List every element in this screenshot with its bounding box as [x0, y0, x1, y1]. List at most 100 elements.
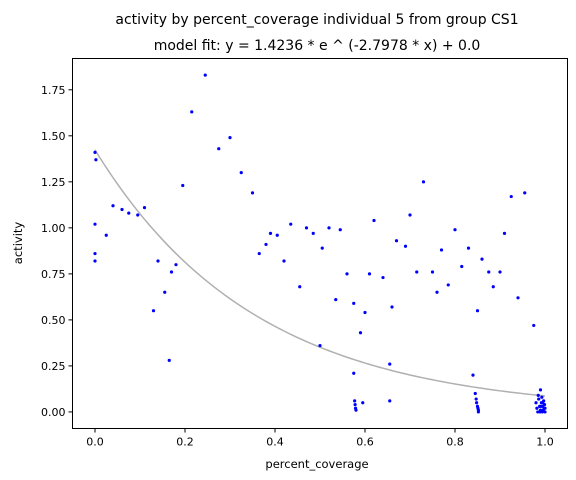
- data-point: [543, 410, 547, 414]
- data-point: [289, 222, 293, 226]
- data-point: [345, 272, 349, 276]
- x-tick-label: 0.6: [356, 436, 374, 449]
- data-point: [435, 290, 439, 294]
- data-point: [320, 246, 324, 250]
- data-point: [538, 410, 542, 414]
- data-point: [93, 252, 97, 256]
- data-point: [275, 233, 279, 237]
- data-point: [390, 305, 394, 309]
- data-point: [318, 344, 322, 348]
- data-point: [363, 310, 367, 315]
- data-point: [535, 406, 539, 410]
- y-axis-label: activity: [11, 222, 25, 265]
- data-point: [174, 263, 178, 267]
- data-point: [466, 246, 471, 250]
- data-point: [388, 362, 392, 366]
- data-point: [475, 309, 480, 313]
- data-point: [239, 171, 243, 175]
- data-point: [394, 239, 399, 243]
- data-point: [282, 259, 286, 263]
- data-point: [421, 180, 426, 184]
- data-point: [361, 401, 365, 405]
- data-point: [93, 259, 97, 263]
- data-point: [487, 270, 491, 274]
- data-point: [163, 290, 167, 294]
- data-point: [536, 410, 540, 414]
- data-point: [334, 298, 338, 302]
- y-tick-label: 0.00: [41, 406, 66, 419]
- data-point: [539, 404, 543, 409]
- data-point: [537, 397, 541, 401]
- x-tick-label: 0.0: [86, 436, 104, 449]
- data-point: [460, 264, 464, 269]
- data-point: [439, 248, 444, 252]
- data-point: [534, 401, 538, 405]
- data-point: [476, 410, 480, 414]
- data-point: [338, 228, 342, 232]
- plot-content: [93, 73, 547, 414]
- y-tick-label: 0.75: [41, 268, 66, 281]
- x-axis: 0.0 0.2 0.4 0.6 0.8 1.0: [86, 428, 554, 449]
- y-axis: 0.00 0.25 0.50 0.75 1.00 1.25 1.50 1.75: [41, 84, 73, 419]
- x-tick-label: 0.4: [266, 436, 284, 449]
- data-point: [136, 213, 140, 217]
- y-tick-label: 1.00: [41, 222, 66, 235]
- data-point: [190, 110, 194, 114]
- data-point: [167, 358, 171, 362]
- data-point: [543, 406, 547, 410]
- y-tick-label: 0.25: [41, 360, 66, 373]
- data-point: [327, 226, 331, 230]
- data-point: [311, 231, 315, 235]
- data-point: [353, 399, 357, 403]
- y-tick-label: 1.25: [41, 176, 66, 189]
- data-point: [408, 213, 412, 217]
- data-point: [151, 309, 156, 313]
- chart-subtitle: model fit: y = 1.4236 * e ^ (-2.7978 * x…: [154, 38, 481, 54]
- data-point: [352, 371, 356, 375]
- data-point: [250, 191, 255, 195]
- x-axis-label: percent_coverage: [265, 457, 368, 471]
- data-point: [474, 397, 478, 401]
- data-point: [111, 204, 115, 208]
- data-point: [381, 275, 385, 280]
- data-point: [498, 270, 502, 274]
- data-point: [264, 242, 268, 247]
- data-point: [257, 252, 261, 256]
- data-point: [358, 331, 363, 335]
- data-point: [268, 231, 273, 235]
- data-point: [540, 395, 544, 399]
- y-tick-label: 1.50: [41, 130, 66, 143]
- x-tick-label: 0.8: [446, 436, 464, 449]
- fit-curve: [94, 149, 546, 397]
- data-point: [217, 147, 221, 151]
- data-point: [541, 401, 545, 405]
- data-point: [480, 257, 484, 261]
- data-point: [372, 218, 376, 223]
- data-point: [538, 388, 543, 392]
- data-point: [430, 270, 435, 274]
- data-point: [446, 283, 450, 287]
- y-tick-label: 0.50: [41, 314, 66, 327]
- data-point: [169, 270, 174, 274]
- data-point: [228, 136, 232, 140]
- y-tick-label: 1.75: [41, 84, 66, 97]
- data-point: [502, 231, 507, 235]
- plot-frame: [72, 58, 568, 429]
- data-point: [509, 194, 513, 199]
- data-point: [403, 244, 408, 248]
- data-point: [104, 233, 108, 237]
- data-point: [142, 206, 147, 210]
- data-point: [354, 408, 358, 412]
- data-point: [93, 222, 97, 226]
- data-point: [353, 402, 357, 407]
- data-point: [93, 150, 97, 154]
- chart-title: activity by percent_coverage individual …: [115, 12, 518, 28]
- data-point: [473, 391, 477, 396]
- data-point: [453, 228, 457, 232]
- data-point: [415, 270, 419, 274]
- x-tick-label: 1.0: [536, 436, 554, 449]
- data-point: [475, 401, 479, 405]
- data-point: [181, 183, 185, 188]
- data-point: [127, 211, 131, 215]
